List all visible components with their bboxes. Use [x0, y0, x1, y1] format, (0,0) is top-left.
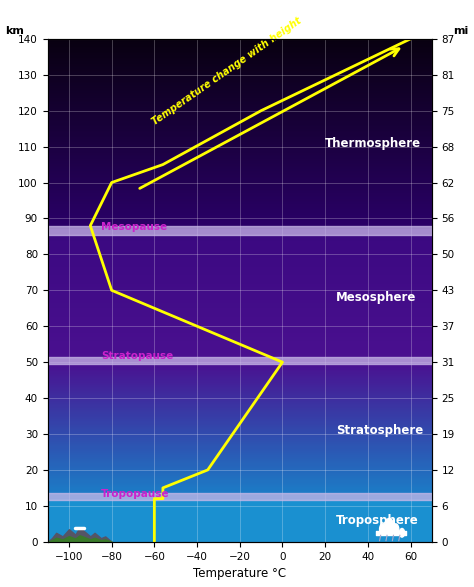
Circle shape [380, 524, 386, 535]
Text: mi: mi [453, 26, 468, 36]
Text: Stratosphere: Stratosphere [336, 424, 423, 437]
Circle shape [392, 524, 399, 535]
Text: Tropopause: Tropopause [101, 488, 170, 499]
Text: Troposphere: Troposphere [336, 514, 419, 527]
Text: Mesopause: Mesopause [101, 222, 167, 232]
Text: Thermosphere: Thermosphere [325, 137, 421, 150]
Text: Stratopause: Stratopause [101, 352, 173, 362]
Text: Mesosphere: Mesosphere [336, 291, 416, 304]
Circle shape [400, 528, 404, 537]
Text: km: km [6, 26, 24, 36]
X-axis label: Temperature °C: Temperature °C [193, 567, 286, 580]
Text: Temperature change with height: Temperature change with height [150, 16, 303, 127]
Circle shape [385, 518, 393, 533]
